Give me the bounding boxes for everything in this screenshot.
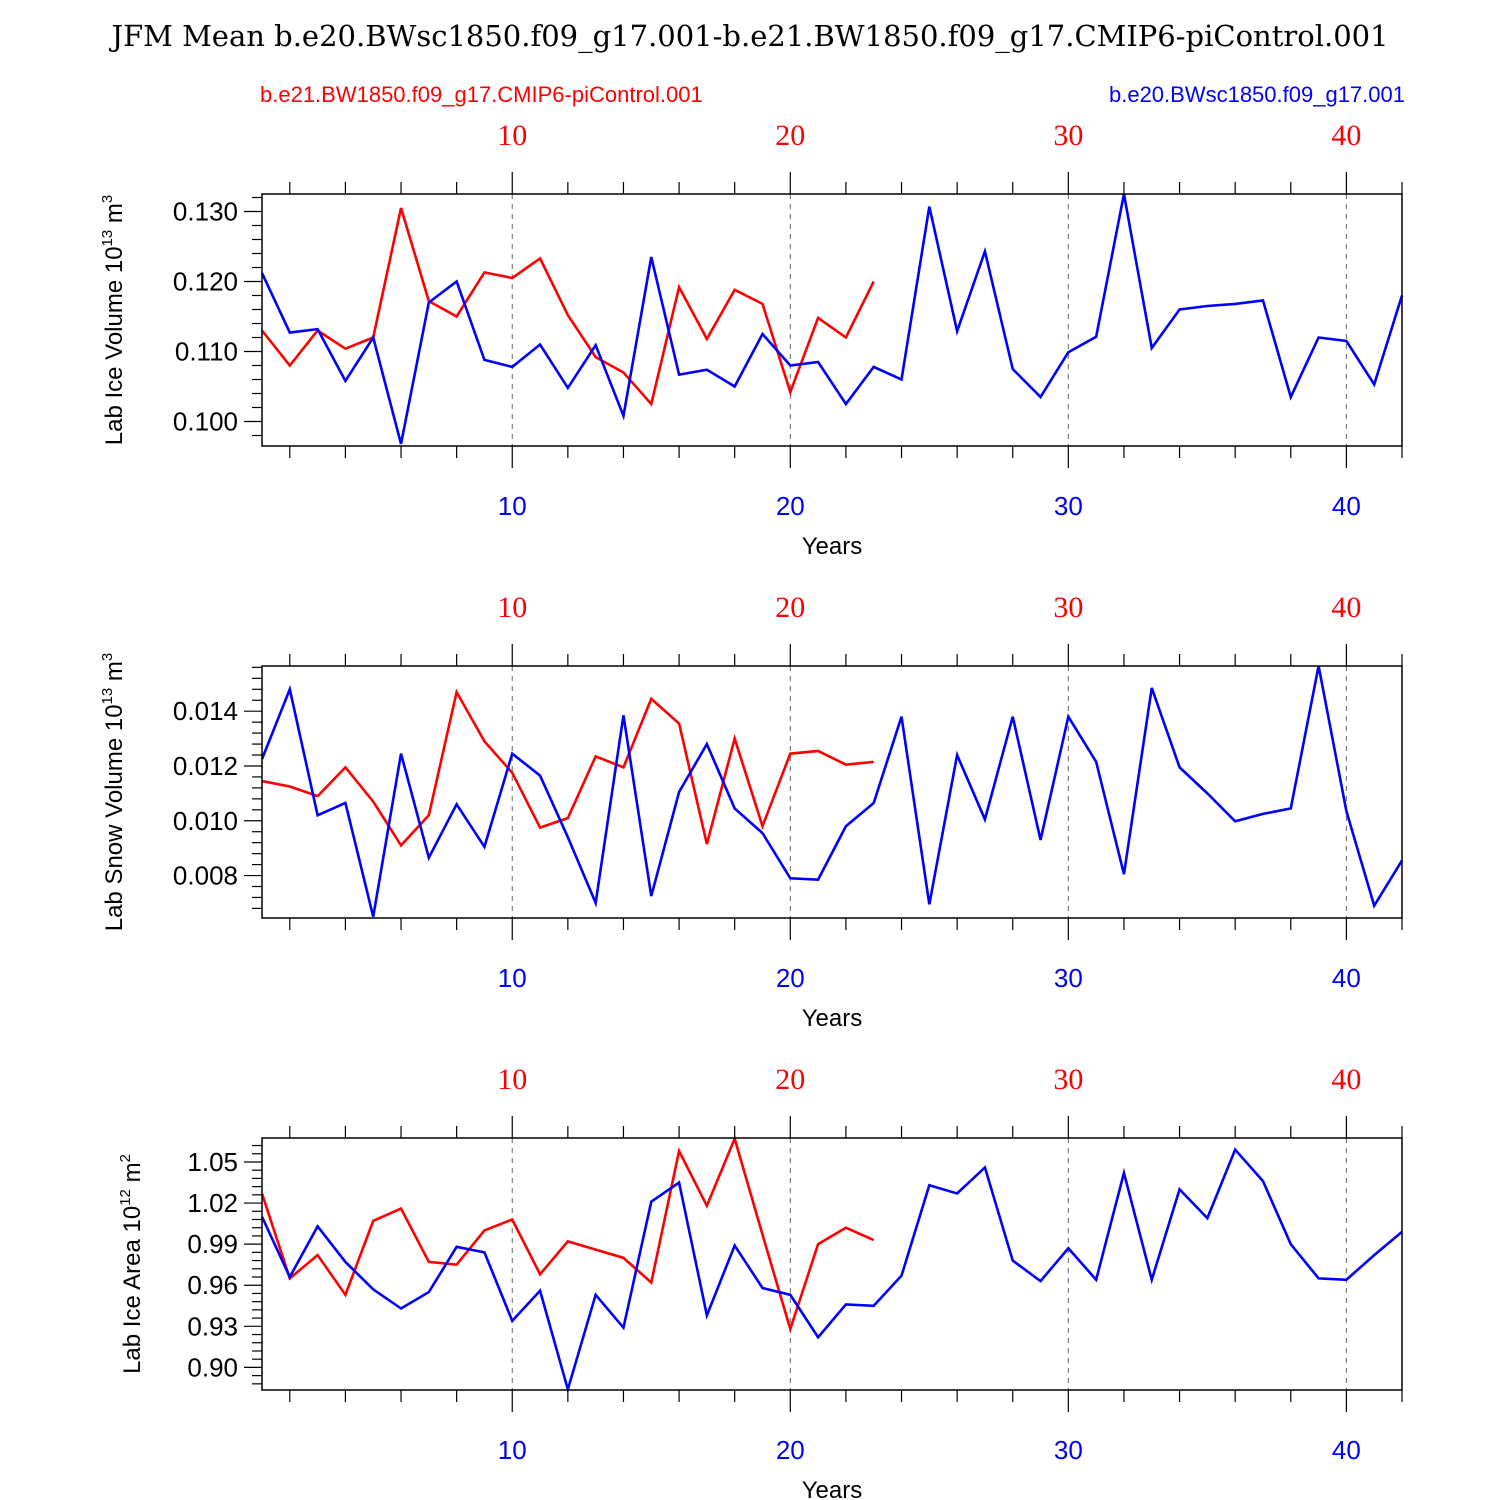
series-line-control [261,688,874,848]
panel-3: 0.90 0.93 0.96 0.99 1.02 1.05 10 20 30 40 10 20 30 40… [117,1063,1403,1500]
x-tick-label-bottom: 10 [498,491,527,521]
y-tick-label: 0.130 [173,197,238,227]
y-tick-label: 1.05 [187,1147,238,1177]
series-line-experiment [260,193,1404,445]
y-tick-label: 0.90 [187,1352,238,1382]
x-axis-label: Years [802,533,863,560]
x-tick-label-top: 10 [497,591,527,624]
y-tick-label: 0.120 [173,267,238,297]
x-tick-label-bottom: 30 [1054,491,1083,521]
x-tick-label-top: 40 [1331,591,1361,624]
y-axis-label: Lab Ice Area 1012 m2 [117,1154,146,1374]
legend-experiment: b.e20.BWsc1850.f09_g17.001 [1109,82,1405,107]
y-tick-label: 0.012 [173,751,238,781]
x-tick-label-bottom: 40 [1332,1435,1361,1465]
plot-frame [261,665,1403,919]
x-tick-label-bottom: 20 [776,491,805,521]
x-tick-label-bottom: 10 [498,963,527,993]
x-tick-label-top: 10 [497,1063,527,1096]
figure-title: JFM Mean b.e20.BWsc1850.f09_g17.001-b.e2… [108,19,1388,54]
x-axis-label: Years [802,1477,863,1500]
x-tick-label-top: 40 [1331,119,1361,152]
y-tick-label: 0.010 [173,806,238,836]
y-tick-label: 0.014 [173,696,238,726]
y-tick-label: 0.99 [187,1229,238,1259]
x-tick-label-top: 10 [497,119,527,152]
panel-2: 0.008 0.010 0.012 0.014 10 20 30 40 10 20 30 40 Year… [99,591,1404,1032]
x-tick-label-top: 20 [775,119,805,152]
x-axis-label: Years [802,1005,863,1032]
x-tick-label-top: 20 [775,1063,805,1096]
series-line-experiment [260,665,1404,917]
plot-frame [261,1137,1403,1391]
plot-frame [261,193,1403,447]
series-line-control [260,1134,875,1334]
y-tick-label: 0.008 [173,861,238,891]
x-tick-label-top: 30 [1053,1063,1083,1096]
x-tick-label-bottom: 30 [1054,1435,1083,1465]
x-tick-label-top: 30 [1053,119,1083,152]
x-tick-label-top: 30 [1053,591,1083,624]
x-tick-label-bottom: 40 [1332,491,1361,521]
y-tick-label: 0.110 [175,337,238,367]
y-tick-label: 0.96 [187,1270,238,1300]
y-axis-label: Lab Ice Volume 1013 m3 [99,195,128,446]
x-tick-label-bottom: 10 [498,1435,527,1465]
y-tick-label: 0.100 [173,407,238,437]
series-line-experiment [260,1147,1403,1395]
panel-1: 0.100 0.110 0.120 0.130 10 20 30 40 10 20 30 40 Year… [99,119,1404,560]
panels: 0.100 0.110 0.120 0.130 10 20 30 40 10 20 30 40 Year… [99,119,1404,1500]
y-tick-label: 1.02 [187,1188,238,1218]
x-tick-label-top: 40 [1331,1063,1361,1096]
y-tick-label: 0.93 [187,1311,238,1341]
series-line-control [260,207,875,407]
y-axis-label: Lab Snow Volume 1013 m3 [99,653,128,932]
x-tick-label-bottom: 20 [776,1435,805,1465]
legend-control: b.e21.BW1850.f09_g17.CMIP6-piControl.001 [260,82,703,107]
x-tick-label-top: 20 [775,591,805,624]
x-tick-label-bottom: 40 [1332,963,1361,993]
x-tick-label-bottom: 30 [1054,963,1083,993]
x-tick-label-bottom: 20 [776,963,805,993]
